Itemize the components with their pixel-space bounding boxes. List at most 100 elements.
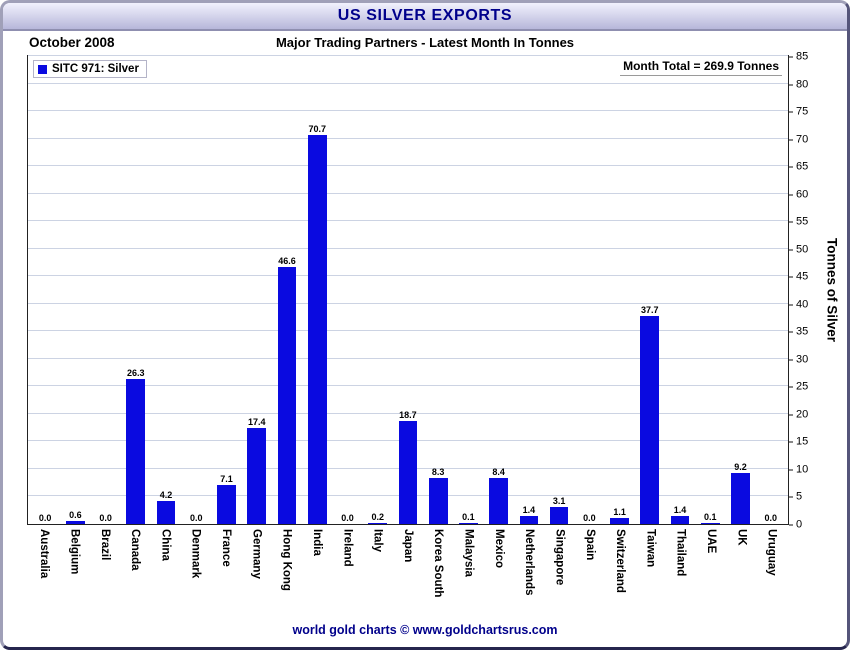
bar: [217, 484, 236, 524]
x-axis-label: Brazil: [98, 529, 111, 561]
bar: [459, 523, 478, 524]
y-tick-label: 65: [789, 161, 808, 173]
x-label-slot: Netherlands: [514, 525, 544, 617]
x-label-slot: Italy: [362, 525, 392, 617]
x-axis-label: Spain: [583, 529, 596, 561]
bar-slot: 4.2: [151, 56, 181, 524]
x-label-slot: Malaysia: [453, 525, 483, 617]
bar-value-label: 4.2: [159, 489, 173, 500]
y-tick-label: 35: [789, 326, 808, 338]
legend-label: SITC 971: Silver: [52, 63, 139, 75]
y-tick-label: 60: [789, 189, 808, 200]
x-axis-label: Canada: [129, 529, 142, 571]
footer-bar: world gold charts © www.goldchartsrus.co…: [3, 617, 847, 643]
x-label-slot: Japan: [393, 525, 423, 617]
x-label-slot: France: [211, 525, 241, 617]
x-label-slot: UAE: [696, 525, 726, 617]
date-label: October 2008: [29, 34, 115, 50]
x-label-slot: Thailand: [666, 525, 696, 617]
x-axis-label: Belgium: [68, 529, 81, 575]
bar-value-label: 17.4: [247, 417, 266, 428]
x-axis-label: Japan: [401, 529, 414, 563]
bar-slot: 0.2: [363, 56, 393, 524]
x-label-slot: Germany: [241, 525, 271, 617]
title-bar: US SILVER EXPORTS: [3, 3, 847, 31]
y-tick-label: 40: [789, 299, 808, 310]
x-axis-label: UAE: [705, 529, 718, 554]
bar: [368, 522, 388, 524]
x-label-slot: Uruguay: [757, 525, 787, 617]
bar-value-label: 9.2: [734, 462, 747, 473]
bar-value-label: 1.1: [613, 506, 626, 517]
x-axis-label: Mexico: [492, 529, 505, 568]
y-tick-label: 15: [789, 436, 808, 448]
bar-value-label: 70.7: [308, 123, 326, 134]
bar-slot: 0.0: [332, 56, 362, 524]
x-axis-label: China: [159, 529, 172, 561]
page-title: US SILVER EXPORTS: [337, 7, 513, 24]
bar: [519, 516, 539, 524]
bar-slot: 7.1: [211, 56, 241, 524]
bar: [610, 517, 629, 524]
bar-slot: 8.4: [484, 56, 514, 524]
x-axis-label: Switzerland: [614, 529, 627, 593]
bar-value-label: 0.1: [704, 512, 717, 523]
sub-header: October 2008 Major Trading Partners - La…: [3, 31, 847, 53]
x-axis-label: Netherlands: [523, 529, 536, 596]
bar-slot: 46.6: [272, 56, 302, 524]
gridline: [28, 82, 788, 84]
bars-layer: 0.0 0.6 0.0 26.3 4.2 0.0 7.1 17.4 46.6 70.7 0.0 0.2…: [28, 56, 788, 524]
gridline: [28, 247, 788, 249]
bar-value-label: 0.0: [764, 513, 777, 523]
x-label-slot: Australia: [29, 525, 59, 617]
x-label-slot: Ireland: [332, 525, 362, 617]
x-axis-label: Singapore: [553, 529, 566, 586]
bar-value-label: 0.6: [69, 509, 82, 520]
bar: [640, 316, 660, 524]
bar: [247, 428, 267, 524]
gridline: [28, 302, 788, 304]
gridline: [28, 330, 788, 332]
x-label-slot: China: [150, 525, 180, 617]
y-tick-label: 25: [789, 381, 808, 393]
x-label-slot: UK: [726, 525, 756, 617]
bar-slot: 0.6: [60, 56, 90, 524]
bar-slot: 18.7: [393, 56, 423, 524]
bar: [428, 478, 448, 524]
bar: [731, 473, 750, 524]
gridline: [28, 55, 788, 56]
x-label-slot: Singapore: [544, 525, 574, 617]
bar: [156, 500, 176, 524]
bar: [307, 134, 327, 524]
bar-value-label: 0.1: [462, 512, 475, 523]
x-axis-label: India: [310, 529, 323, 556]
gridline: [28, 275, 788, 277]
x-axis-label: Australia: [38, 529, 51, 579]
gridline: [28, 165, 788, 167]
x-label-slot: Denmark: [181, 525, 211, 617]
bar-value-label: 0.0: [99, 513, 112, 523]
bar-slot: 1.1: [604, 56, 634, 524]
bar-slot: 37.7: [635, 56, 665, 524]
bar-slot: 1.4: [514, 56, 544, 524]
y-tick-label: 85: [789, 51, 808, 63]
x-axis-label: France: [220, 529, 233, 567]
x-axis-label: Hong Kong: [280, 529, 293, 591]
bar: [65, 520, 85, 524]
y-tick-label: 50: [789, 244, 808, 255]
bar: [489, 477, 508, 524]
bar-value-label: 1.4: [522, 505, 536, 516]
x-axis-label: Malaysia: [462, 529, 475, 577]
x-label-slot: India: [302, 525, 332, 617]
chart-subtitle: Major Trading Partners - Latest Month In…: [275, 34, 575, 50]
bar-value-label: 37.7: [641, 305, 659, 316]
bar-slot: 9.2: [725, 56, 755, 524]
gridline: [28, 357, 788, 359]
bar-slot: 3.1: [544, 56, 574, 524]
bar-value-label: 7.1: [220, 473, 233, 484]
bar-value-label: 18.7: [399, 410, 417, 421]
bar-slot: 0.0: [756, 56, 786, 524]
bar-value-label: 8.4: [492, 466, 505, 477]
x-label-slot: Hong Kong: [272, 525, 302, 617]
footer-credit: world gold charts © www.goldchartsrus.co…: [292, 623, 558, 637]
